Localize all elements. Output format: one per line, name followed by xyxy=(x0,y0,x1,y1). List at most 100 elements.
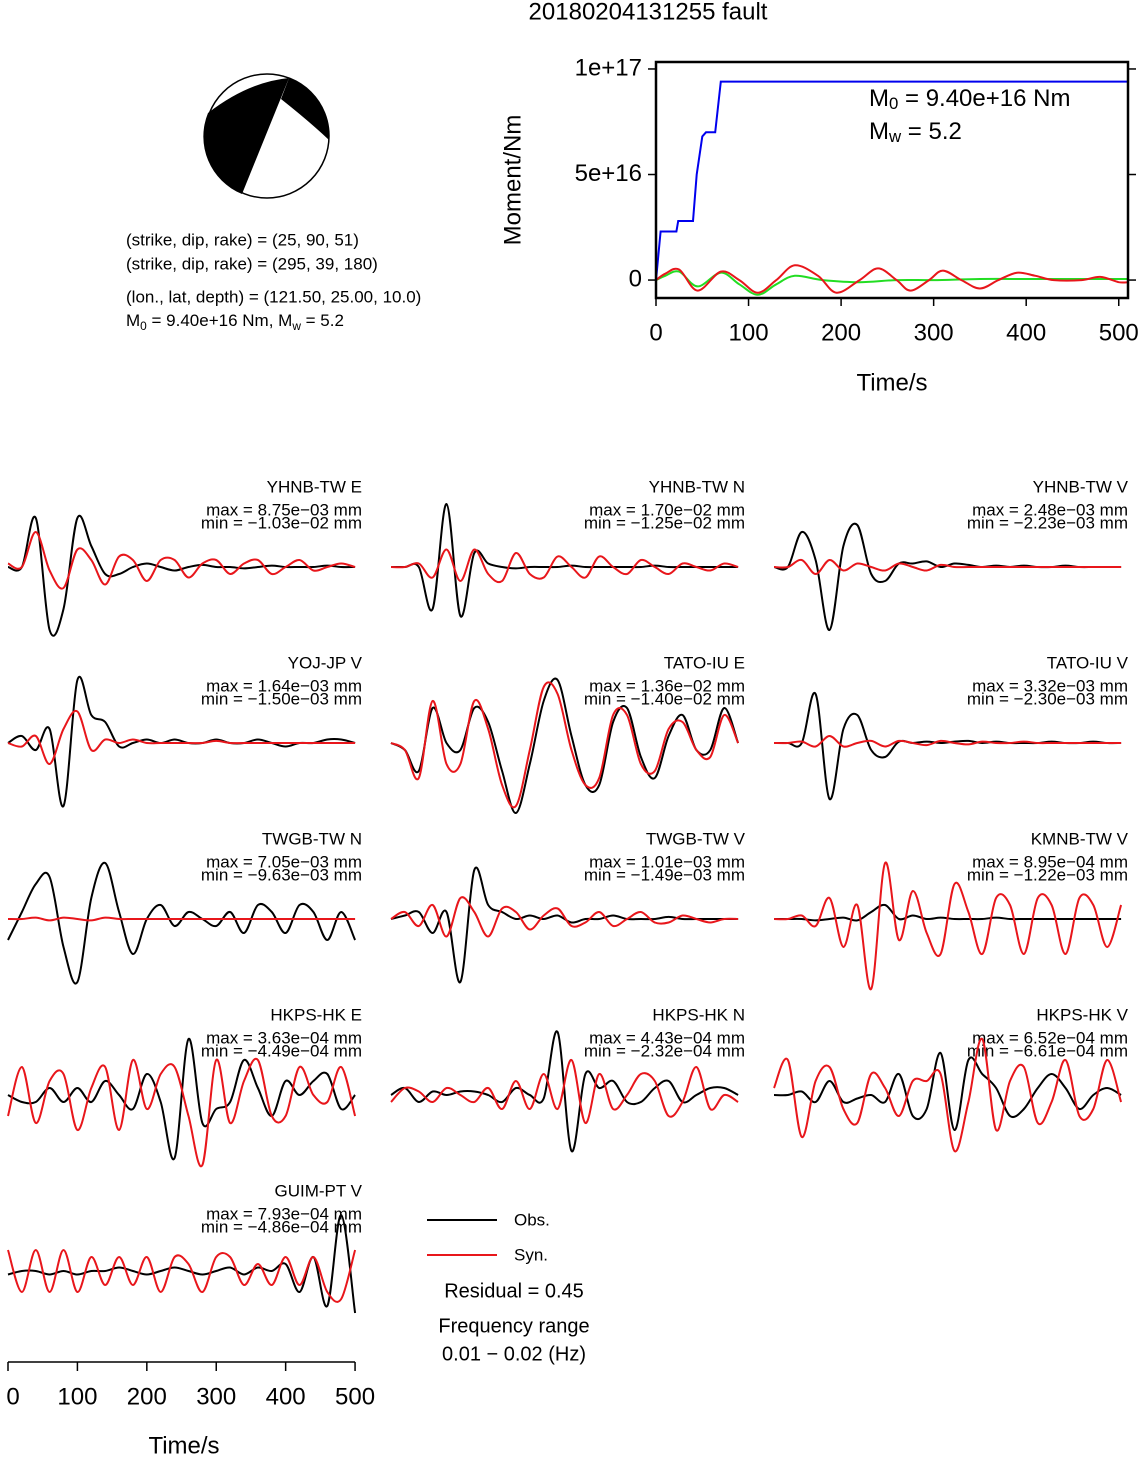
obs-trace xyxy=(390,677,740,815)
max-label: max = 3.63e−04 mm xyxy=(206,1028,362,1047)
station-label: TATO-IU E xyxy=(664,653,745,672)
min-label: min = −2.32e−04 mm xyxy=(584,1041,745,1060)
subscript: w xyxy=(888,127,902,146)
time-tick-label: 300 xyxy=(196,1383,236,1410)
station-label: KMNB-TW V xyxy=(1031,829,1129,848)
min-label: min = −2.30e−03 mm xyxy=(967,689,1128,708)
moment-line xyxy=(655,270,1128,296)
max-label: max = 6.52e−04 mm xyxy=(972,1028,1128,1047)
max-label: max = 1.64e−03 mm xyxy=(206,676,362,695)
obs-trace xyxy=(773,1051,1122,1132)
min-label: min = −1.50e−03 mm xyxy=(201,689,362,708)
residual: Residual = 0.45 xyxy=(444,1280,584,1302)
x-tick-label: 0 xyxy=(649,319,662,346)
obs-trace xyxy=(773,522,1122,632)
legend-syn: Syn. xyxy=(514,1245,548,1264)
min-label: min = −4.86e−04 mm xyxy=(201,1217,362,1236)
syn-trace xyxy=(7,530,356,590)
x-tick-label: 400 xyxy=(1006,319,1046,346)
moment-annotation: M0 = 9.40e+16 Nm xyxy=(869,85,1070,113)
syn-trace xyxy=(773,861,1123,991)
max-label: max = 1.01e−03 mm xyxy=(589,852,745,871)
min-label: min = −1.40e−02 mm xyxy=(584,689,745,708)
max-label: max = 2.48e−03 mm xyxy=(972,500,1128,519)
y-tick-label: 5e+16 xyxy=(575,160,642,187)
min-label: min = −1.49e−03 mm xyxy=(584,865,745,884)
subscript: 0 xyxy=(140,319,147,333)
x-tick-label: 300 xyxy=(914,319,954,346)
station-label: YOJ-JP V xyxy=(288,653,363,672)
min-label: min = −9.63e−03 mm xyxy=(201,865,362,884)
max-label: max = 7.05e−03 mm xyxy=(206,852,362,871)
station-label: HKPS-HK E xyxy=(270,1005,362,1024)
obs-trace xyxy=(7,514,356,637)
symbol: M xyxy=(869,118,889,145)
syn-trace xyxy=(7,916,356,922)
symbol: M xyxy=(869,85,889,112)
y-tick-label: 1e+17 xyxy=(575,54,642,81)
max-label: max = 4.43e−04 mm xyxy=(589,1028,745,1047)
max-label: max = 3.32e−03 mm xyxy=(972,676,1128,695)
syn-trace xyxy=(390,681,740,809)
time-axis-label: Time/s xyxy=(148,1432,219,1458)
moment-line xyxy=(655,264,1129,294)
text: = 9.40e+16 Nm, xyxy=(147,311,278,330)
time-tick-label: 200 xyxy=(127,1383,167,1410)
syn-trace xyxy=(773,558,1122,576)
moment-annotation: Mw = 5.2 xyxy=(869,118,962,146)
text: = 5.2 xyxy=(301,311,344,330)
station-label: GUIM-PT V xyxy=(274,1181,362,1200)
nodal-plane-2: (strike, dip, rake) = (295, 39, 180) xyxy=(126,254,378,273)
station-label: YHNB-TW V xyxy=(1033,477,1129,496)
moment-info: M0 = 9.40e+16 Nm, Mw = 5.2 xyxy=(126,311,344,333)
syn-trace xyxy=(7,1248,357,1303)
x-tick-label: 100 xyxy=(729,319,769,346)
figure-title: 20180204131255 fault xyxy=(529,0,768,25)
station-label: YHNB-TW E xyxy=(267,477,362,496)
y-axis-label: Moment/Nm xyxy=(499,115,526,246)
x-tick-label: 500 xyxy=(1099,319,1139,346)
syn-trace xyxy=(773,1037,1123,1153)
moment-line xyxy=(655,80,1128,281)
y-tick-label: 0 xyxy=(629,265,642,292)
min-label: min = −2.23e−03 mm xyxy=(967,513,1128,532)
station-label: HKPS-HK V xyxy=(1036,1005,1128,1024)
min-label: min = −4.49e−04 mm xyxy=(201,1041,362,1060)
time-tick-label: 500 xyxy=(335,1383,375,1410)
min-label: min = −6.61e−04 mm xyxy=(967,1041,1128,1060)
max-label: max = 8.75e−03 mm xyxy=(206,500,362,519)
max-label: max = 1.70e−02 mm xyxy=(589,500,745,519)
symbol: M xyxy=(278,311,292,330)
syn-trace xyxy=(7,709,356,766)
plot-frame xyxy=(654,60,1130,300)
syn-trace xyxy=(7,1057,357,1168)
compression-quadrant xyxy=(281,78,330,140)
location: (lon., lat, depth) = (121.50, 25.00, 10.… xyxy=(126,287,421,306)
obs-trace xyxy=(390,866,739,984)
station-label: HKPS-HK N xyxy=(652,1005,745,1024)
obs-trace xyxy=(7,1213,357,1314)
station-label: TATO-IU V xyxy=(1047,653,1129,672)
min-label: min = −1.03e−02 mm xyxy=(201,513,362,532)
compression-quadrant xyxy=(203,78,289,194)
min-label: min = −1.22e−03 mm xyxy=(967,865,1128,884)
text: = 5.2 xyxy=(901,118,962,145)
station-label: TWGB-TW V xyxy=(646,829,746,848)
x-tick-label: 200 xyxy=(821,319,861,346)
text: = 9.40e+16 Nm xyxy=(898,85,1070,112)
time-tick-label: 100 xyxy=(57,1383,97,1410)
nodal-plane-1: (strike, dip, rake) = (25, 90, 51) xyxy=(126,230,359,249)
subscript: w xyxy=(291,319,301,333)
station-label: YHNB-TW N xyxy=(649,477,745,496)
x-axis-label: Time/s xyxy=(856,369,927,396)
syn-trace xyxy=(390,1058,739,1125)
frequency-title: Frequency range xyxy=(438,1315,589,1337)
max-label: max = 8.95e−04 mm xyxy=(972,852,1128,871)
subscript: 0 xyxy=(889,94,898,113)
max-label: max = 1.36e−02 mm xyxy=(589,676,745,695)
syn-trace xyxy=(390,548,739,584)
obs-trace xyxy=(7,861,357,985)
beachball xyxy=(203,73,330,199)
frequency-range: 0.01 − 0.02 (Hz) xyxy=(442,1343,586,1365)
